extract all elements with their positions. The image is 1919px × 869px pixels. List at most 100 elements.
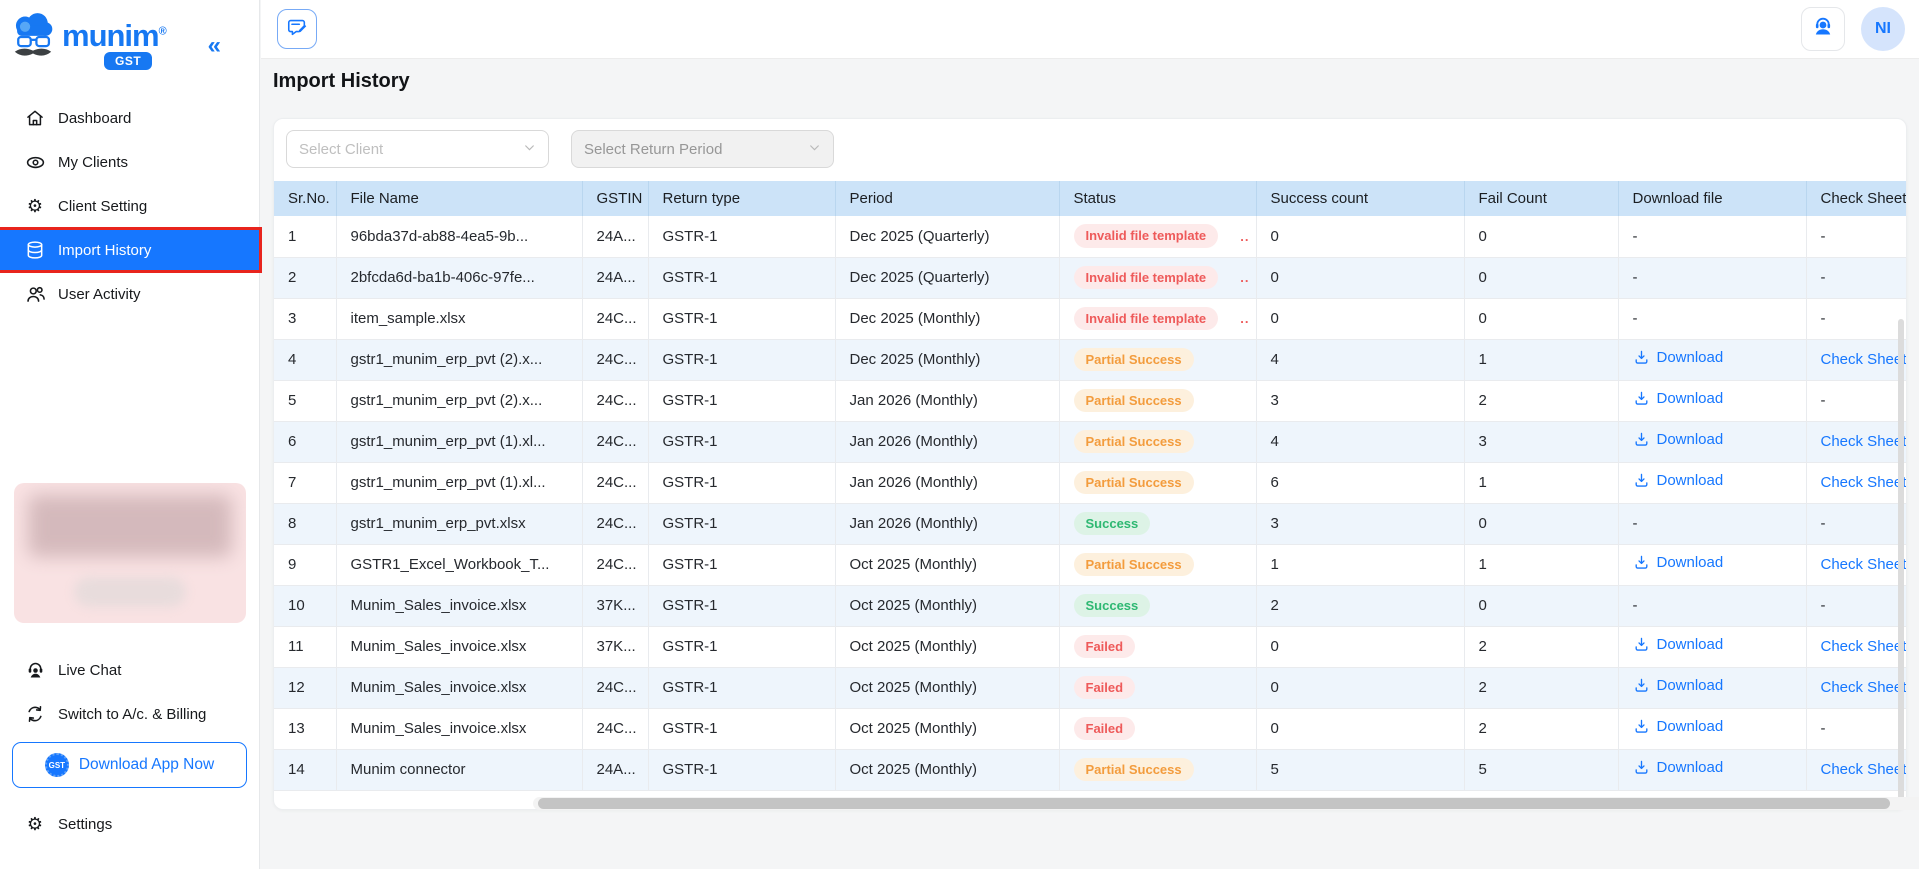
cell-status: Partial Success	[1059, 380, 1257, 422]
cell-fail-count: 1	[1464, 462, 1619, 504]
headset-icon	[24, 659, 46, 681]
cell-file: GSTR1_Excel_Workbook_T...	[336, 544, 583, 586]
cell-sr: 4	[274, 339, 337, 381]
check-sheet-link[interactable]: Check Sheet	[1820, 351, 1907, 368]
download-link[interactable]: Download	[1633, 390, 1723, 407]
horizontal-scrollbar-thumb[interactable]	[538, 798, 1890, 809]
switch-arrows-icon	[24, 703, 46, 725]
cell-download: Download	[1618, 708, 1807, 750]
horizontal-scrollbar-track	[533, 797, 1919, 810]
cell-check: -	[1806, 380, 1906, 422]
table-row: 6 gstr1_munim_erp_pvt (1).xl... 24C... GSTR…	[274, 421, 1907, 463]
status-badge: Failed	[1073, 716, 1136, 741]
download-app-label: Download App Now	[78, 756, 215, 773]
user-avatar[interactable]: NI	[1861, 7, 1905, 51]
column-header-sr: Sr.No.	[274, 181, 337, 216]
status-badge: Invalid file template	[1073, 265, 1219, 290]
download-link[interactable]: Download	[1633, 431, 1724, 448]
download-link[interactable]: Download	[1633, 759, 1723, 776]
check-sheet-link[interactable]: Check Sheet	[1820, 638, 1907, 655]
feedback-note-button[interactable]	[277, 9, 317, 49]
download-link[interactable]: Download	[1633, 636, 1723, 653]
cell-fail-count: 5	[1464, 749, 1619, 791]
status-badge: Invalid file template	[1073, 306, 1219, 331]
check-sheet-link[interactable]: Check Sheet	[1820, 761, 1907, 778]
check-sheet-link[interactable]: Check Sheet	[1820, 556, 1907, 573]
check-sheet-link[interactable]: Check Sheet	[1820, 433, 1907, 450]
cell-success-count: 5	[1256, 749, 1465, 791]
vertical-scrollbar[interactable]	[1898, 319, 1904, 809]
sidebar-item-dashboard[interactable]: Dashboard	[0, 96, 259, 140]
cell-check: -	[1806, 585, 1906, 627]
cell-sr: 6	[274, 421, 337, 463]
select-client-dropdown[interactable]: Select Client	[286, 130, 549, 168]
sidebar-item-my-clients[interactable]: My Clients	[0, 140, 259, 184]
download-link[interactable]: Download	[1633, 472, 1723, 489]
sidebar-item-label: Dashboard	[58, 109, 132, 127]
cell-sr: 5	[274, 380, 337, 422]
cell-status: Invalid file template..	[1059, 298, 1257, 340]
topbar: NI	[261, 0, 1919, 59]
cell-sr: 2	[274, 257, 337, 299]
sidebar-item-live-chat[interactable]: Live Chat	[0, 648, 259, 692]
cell-gstin: 24C...	[582, 380, 649, 422]
support-button[interactable]	[1801, 7, 1845, 51]
column-header-file: File Name	[336, 181, 583, 216]
table-row: 11 Munim_Sales_invoice.xlsx 37K... GSTR-1 Oc…	[274, 626, 1907, 668]
cell-check: Check Sheet	[1806, 421, 1907, 463]
cell-check: Check Sheet	[1806, 749, 1907, 791]
check-sheet-link[interactable]: Check Sheet	[1820, 474, 1907, 491]
sidebar-collapse-icon[interactable]: «	[207, 32, 221, 59]
home-icon	[24, 107, 46, 129]
cell-sr: 10	[274, 585, 337, 627]
download-label: Download	[1656, 431, 1724, 448]
select-return-period-dropdown[interactable]: Select Return Period	[571, 130, 834, 168]
download-link[interactable]: Download	[1633, 349, 1723, 366]
cell-status: Partial Success	[1059, 421, 1257, 463]
cell-fail-count: 0	[1464, 503, 1619, 545]
download-link[interactable]: Download	[1633, 718, 1723, 735]
cell-file: 2bfcda6d-ba1b-406c-97fe...	[336, 257, 583, 299]
cell-fail-count: 2	[1464, 667, 1619, 709]
cell-check: Check Sheet	[1806, 462, 1907, 504]
sidebar-item-switch-billing[interactable]: Switch to A/c. & Billing	[0, 692, 259, 736]
cell-success-count: 3	[1256, 380, 1465, 422]
cell-fail-count: 1	[1464, 544, 1619, 586]
sidebar-item-import-history[interactable]: Import History	[0, 227, 262, 273]
table-row: 5 gstr1_munim_erp_pvt (2).x... 24C... GSTR-…	[274, 380, 1906, 422]
import-history-table: Sr.No. File Name GSTIN Return type Period Sta…	[274, 181, 1907, 791]
topbar-right: NI	[1801, 7, 1905, 51]
cell-return-type: GSTR-1	[648, 667, 836, 709]
cell-download: Download	[1618, 380, 1807, 422]
cell-download: Download	[1618, 339, 1807, 381]
table-body: 1 96bda37d-ab88-4ea5-9b... 24A... GSTR-1 Dec…	[274, 216, 1907, 791]
download-link[interactable]: Download	[1633, 677, 1724, 694]
cell-download: Download	[1618, 626, 1807, 668]
download-link[interactable]: Download	[1633, 554, 1723, 571]
cell-gstin: 24A...	[582, 216, 649, 258]
munim-mascot-icon	[10, 12, 56, 67]
sidebar-item-client-setting[interactable]: ⚙ Client Setting	[0, 184, 259, 228]
table-row: 4 gstr1_munim_erp_pvt (2).x... 24C... GSTR-…	[274, 339, 1907, 381]
cell-sr: 1	[274, 216, 337, 258]
download-app-button[interactable]: GST Download App Now	[12, 742, 247, 788]
cell-check: -	[1806, 257, 1906, 299]
sidebar-item-settings[interactable]: ⚙ Settings	[0, 802, 259, 846]
filters-row: Select Client Select Return Period	[274, 119, 1906, 181]
column-header-download: Download file	[1618, 181, 1807, 216]
sidebar-item-user-activity[interactable]: User Activity	[0, 272, 259, 316]
cell-return-type: GSTR-1	[648, 462, 836, 504]
promo-banner[interactable]	[14, 483, 246, 623]
table-row: 3 item_sample.xlsx 24C... GSTR-1 Dec 2025 (M…	[274, 298, 1906, 340]
eye-icon	[24, 151, 46, 173]
cell-period: Dec 2025 (Quarterly)	[835, 216, 1060, 258]
cell-status: Failed	[1059, 708, 1257, 750]
cell-gstin: 24C...	[582, 503, 649, 545]
download-icon	[1633, 636, 1650, 653]
gst-badge: GST	[104, 52, 153, 70]
table-row: 10 Munim_Sales_invoice.xlsx 37K... GSTR-1 Oc…	[274, 585, 1906, 627]
sidebar-item-label: Settings	[58, 815, 113, 833]
check-sheet-link[interactable]: Check Sheet	[1820, 679, 1907, 696]
chevron-down-icon	[523, 141, 536, 158]
download-label: Download	[1656, 677, 1724, 694]
